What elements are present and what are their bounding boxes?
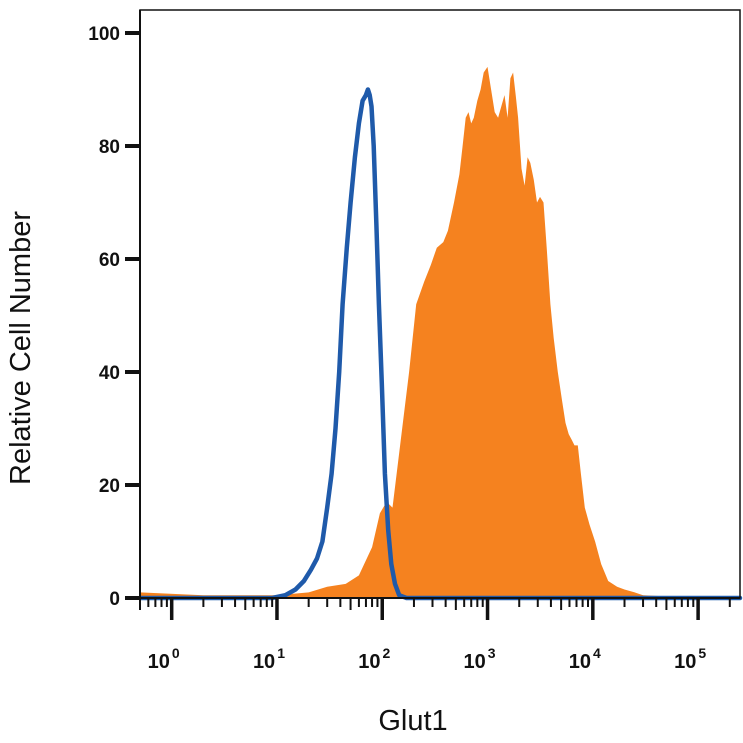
x-tick-label-2: 10 2 <box>358 645 390 673</box>
axes <box>125 9 741 620</box>
x-tick-label-3: 10 3 <box>464 645 496 673</box>
x-tick-label-5: 10 5 <box>674 645 706 673</box>
x-axis-title: Glut1 <box>378 705 447 737</box>
y-tick-label-100: 100 <box>88 24 120 45</box>
y-tick-label-60: 60 <box>99 250 120 271</box>
y-tick-label-40: 40 <box>99 363 120 384</box>
x-tick-label-4: 10 4 <box>569 645 601 673</box>
tick-labels: 0 20 40 60 80 100 10 0 10 1 10 2 10 3 10 4 10 5 <box>88 24 706 673</box>
y-axis-title: Relative Cell Number <box>5 211 37 485</box>
series-0-filled-area <box>140 66 740 598</box>
x-tick-label-0: 10 0 <box>148 645 180 673</box>
series-1-line <box>137 87 743 601</box>
y-tick-label-0: 0 <box>109 589 120 610</box>
x-tick-label-1: 10 1 <box>253 645 285 673</box>
y-tick-label-20: 20 <box>99 476 120 497</box>
y-tick-label-80: 80 <box>99 137 120 158</box>
plot-area <box>137 66 743 601</box>
